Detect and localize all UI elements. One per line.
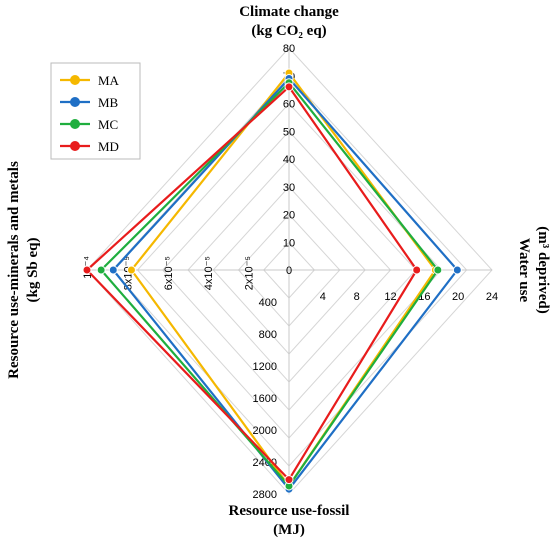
tick-top-3: 30 [283,182,295,194]
tick-top-0: 0 [286,265,292,277]
tick-bottom-1: 400 [259,297,277,309]
series-MC-point-right [433,265,443,275]
series-MB-point-right [452,265,462,275]
legend-MB-label: MB [98,95,119,110]
tick-bottom-7: 2800 [253,489,277,501]
axis-title-top-line-0: Climate change [239,4,339,20]
axis-title-right-line-1: (m³ deprived) [535,226,550,313]
tick-top-2: 20 [283,210,295,222]
legend-MA-marker [70,75,80,85]
axis-title-bottom-line-1: (MJ) [273,522,305,538]
series-MD-point-left [82,265,92,275]
legend-MA-label: MA [98,73,120,88]
tick-bottom-3: 1200 [253,361,277,373]
tick-top-4: 40 [283,154,295,166]
legend-MD-marker [70,141,80,151]
tick-top-6: 60 [283,99,295,111]
legend-MB-marker [70,97,80,107]
axis-title-right-line-0: Water use [516,238,532,303]
tick-left-2: 4x10⁻⁵ [203,256,215,290]
tick-bottom-5: 2000 [253,425,277,437]
tick-bottom-2: 800 [259,329,277,341]
series-MD-point-bottom [284,475,294,485]
tick-top-1: 10 [283,237,295,249]
tick-right-3: 12 [384,291,396,303]
radar-grid [86,47,493,495]
tick-right-2: 8 [354,291,360,303]
legend-MD-label: MD [98,139,119,154]
axis-titles: Climate change (kg CO₂ eq) Water use (m³ de… [6,4,550,538]
axis-title-left-line-1: (kg Sb eq) [25,237,41,302]
axis-title-top-line-1: (kg CO₂ eq) [251,23,326,39]
series-MD-point-top [284,82,294,92]
legend-box [50,62,141,160]
tick-right-5: 20 [452,291,464,303]
series-MB-point-left [108,265,118,275]
data-series [82,68,462,494]
series-MA-point-left [126,265,136,275]
tick-top-8: 80 [283,43,295,55]
series-MC-point-left [96,265,106,275]
axis-title-left-line-0: Resource use-minerals and metals [6,161,22,379]
tick-top-5: 50 [283,126,295,138]
legend-MC-label: MC [98,117,118,132]
tick-left-3: 6x10⁻⁵ [163,256,175,290]
legend-MC-marker [70,119,80,129]
tick-bottom-4: 1600 [253,393,277,405]
axis-title-bottom-line-0: Resource use-fossil [229,503,350,519]
tick-right-6: 24 [486,291,498,303]
tick-left-1: 2x10⁻⁵ [244,256,256,290]
series-MD-point-right [412,265,422,275]
legend: MA MB MC MD [50,62,141,160]
tick-right-1: 4 [320,291,326,303]
